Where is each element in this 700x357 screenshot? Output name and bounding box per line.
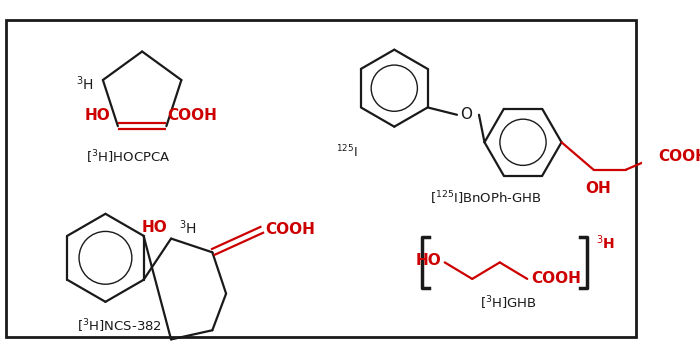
Text: $^{3}$H: $^{3}$H xyxy=(76,74,93,93)
Text: HO: HO xyxy=(141,220,167,235)
Text: HO: HO xyxy=(415,253,441,268)
Text: HO: HO xyxy=(85,108,111,123)
Text: COOH: COOH xyxy=(532,271,582,286)
Text: $^{125}$I: $^{125}$I xyxy=(336,144,358,161)
Text: COOH: COOH xyxy=(265,222,315,237)
Text: [$^{3}$H]GHB: [$^{3}$H]GHB xyxy=(480,295,538,312)
Text: COOH: COOH xyxy=(167,108,217,123)
Text: [$^{3}$H]HOCPCA: [$^{3}$H]HOCPCA xyxy=(86,148,171,166)
Text: $^{3}$H: $^{3}$H xyxy=(596,233,615,252)
Text: O: O xyxy=(460,107,473,122)
Text: COOH: COOH xyxy=(659,149,700,164)
Text: [$^{3}$H]NCS-382: [$^{3}$H]NCS-382 xyxy=(77,318,162,335)
Text: OH: OH xyxy=(585,181,611,196)
Text: [$^{125}$I]BnOPh-GHB: [$^{125}$I]BnOPh-GHB xyxy=(430,190,542,207)
Text: $^{3}$H: $^{3}$H xyxy=(178,218,197,237)
